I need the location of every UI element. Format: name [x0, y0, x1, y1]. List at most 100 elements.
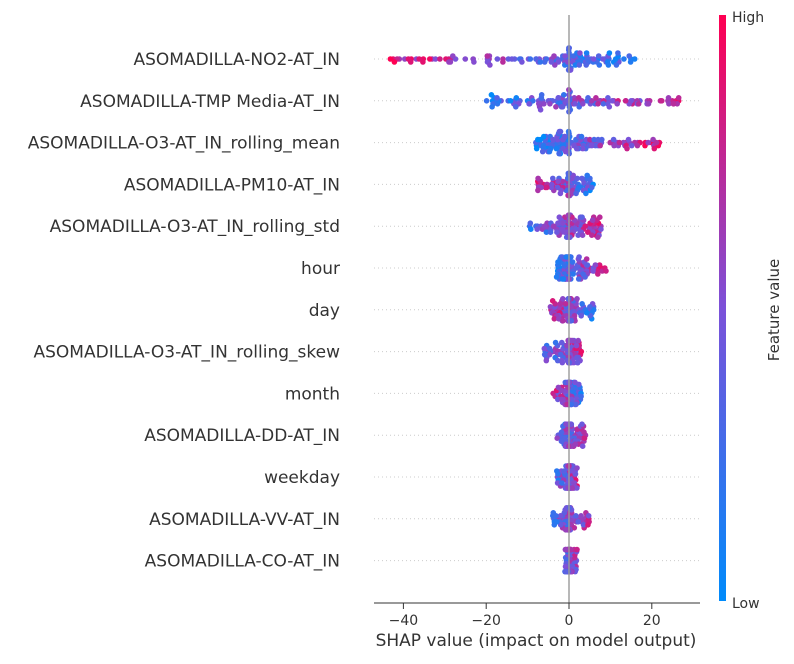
data-point: [559, 254, 565, 260]
data-point: [546, 345, 553, 352]
data-point: [560, 318, 566, 324]
data-point: [568, 401, 574, 408]
feature-label: ASOMADILLA-NO2-AT_IN: [133, 50, 340, 70]
data-point: [558, 396, 565, 403]
data-point: [580, 522, 587, 528]
data-point: [554, 519, 560, 525]
x-axis-label: SHAP value (impact on model output): [376, 631, 697, 651]
data-point: [599, 136, 605, 143]
data-point: [534, 226, 540, 232]
data-point: [659, 98, 665, 104]
data-point: [645, 139, 651, 146]
data-point: [615, 50, 621, 56]
data-point: [560, 296, 566, 302]
data-point: [533, 145, 540, 152]
data-point: [610, 136, 617, 143]
data-point: [645, 101, 652, 107]
data-point: [606, 104, 613, 110]
data-point: [582, 223, 588, 229]
data-point: [584, 310, 590, 316]
data-point: [416, 56, 423, 62]
data-point: [543, 56, 550, 62]
data-point: [494, 56, 501, 62]
data-point: [527, 220, 534, 226]
data-point: [543, 229, 550, 235]
data-point: [562, 546, 569, 553]
data-point: [585, 229, 591, 235]
data-point: [483, 98, 490, 104]
colorbar-gradient: [719, 15, 726, 601]
data-point: [548, 184, 554, 191]
data-point: [573, 342, 580, 349]
data-point: [541, 101, 547, 107]
data-point: [554, 480, 561, 486]
data-point: [513, 104, 519, 110]
data-point: [432, 56, 439, 62]
colorbar-high-label: High: [732, 10, 764, 26]
data-point: [562, 53, 568, 59]
feature-label: ASOMADILLA-O3-AT_IN_rolling_skew: [34, 343, 341, 363]
data-point: [675, 95, 682, 101]
data-point: [527, 56, 534, 62]
data-point: [574, 175, 580, 182]
data-point: [587, 136, 593, 143]
data-point: [572, 62, 579, 68]
feature-label: ASOMADILLA-O3-AT_IN_rolling_std: [50, 217, 340, 237]
data-point: [581, 429, 587, 436]
data-point: [558, 104, 565, 110]
data-point: [557, 513, 564, 519]
feature-label: weekday: [264, 468, 340, 488]
data-point: [567, 421, 573, 428]
data-point: [507, 98, 514, 104]
data-point: [570, 271, 576, 277]
data-point: [561, 92, 567, 98]
data-point: [541, 345, 548, 352]
colorbar-title: Feature value: [765, 259, 783, 361]
data-point: [666, 101, 672, 107]
data-point: [583, 256, 590, 262]
data-point: [575, 519, 581, 525]
data-point: [609, 98, 616, 104]
data-point: [577, 50, 583, 56]
feature-label: ASOMADILLA-DD-AT_IN: [144, 426, 340, 446]
data-point: [565, 485, 571, 491]
data-point: [578, 313, 584, 319]
data-point: [589, 184, 595, 191]
data-point: [559, 339, 565, 346]
data-point: [579, 301, 585, 307]
x-tick-label: −40: [389, 613, 419, 629]
data-point: [665, 95, 672, 101]
data-point: [549, 298, 556, 304]
data-point: [561, 133, 568, 140]
data-point: [537, 136, 544, 143]
data-point: [621, 56, 627, 62]
data-point: [597, 214, 603, 220]
data-point: [579, 145, 586, 152]
data-point: [585, 522, 591, 528]
data-point: [567, 318, 573, 324]
data-point: [579, 421, 585, 428]
data-point: [547, 304, 554, 310]
data-point: [595, 271, 601, 277]
data-point: [622, 98, 629, 104]
data-point: [553, 145, 560, 152]
data-point: [543, 357, 550, 364]
data-point: [589, 217, 596, 223]
data-point: [569, 485, 576, 491]
data-point: [562, 527, 569, 533]
data-point: [670, 101, 677, 107]
feature-label: day: [309, 301, 340, 321]
data-point: [575, 337, 581, 344]
data-point: [574, 359, 581, 366]
data-point: [535, 187, 541, 194]
data-point: [581, 435, 588, 442]
data-point: [550, 136, 556, 143]
data-point: [494, 95, 500, 101]
data-point: [427, 56, 433, 62]
data-point: [579, 232, 586, 238]
data-point: [605, 62, 612, 68]
data-point: [555, 384, 562, 391]
data-point: [537, 59, 543, 65]
data-point: [387, 56, 394, 62]
data-point: [528, 226, 534, 232]
